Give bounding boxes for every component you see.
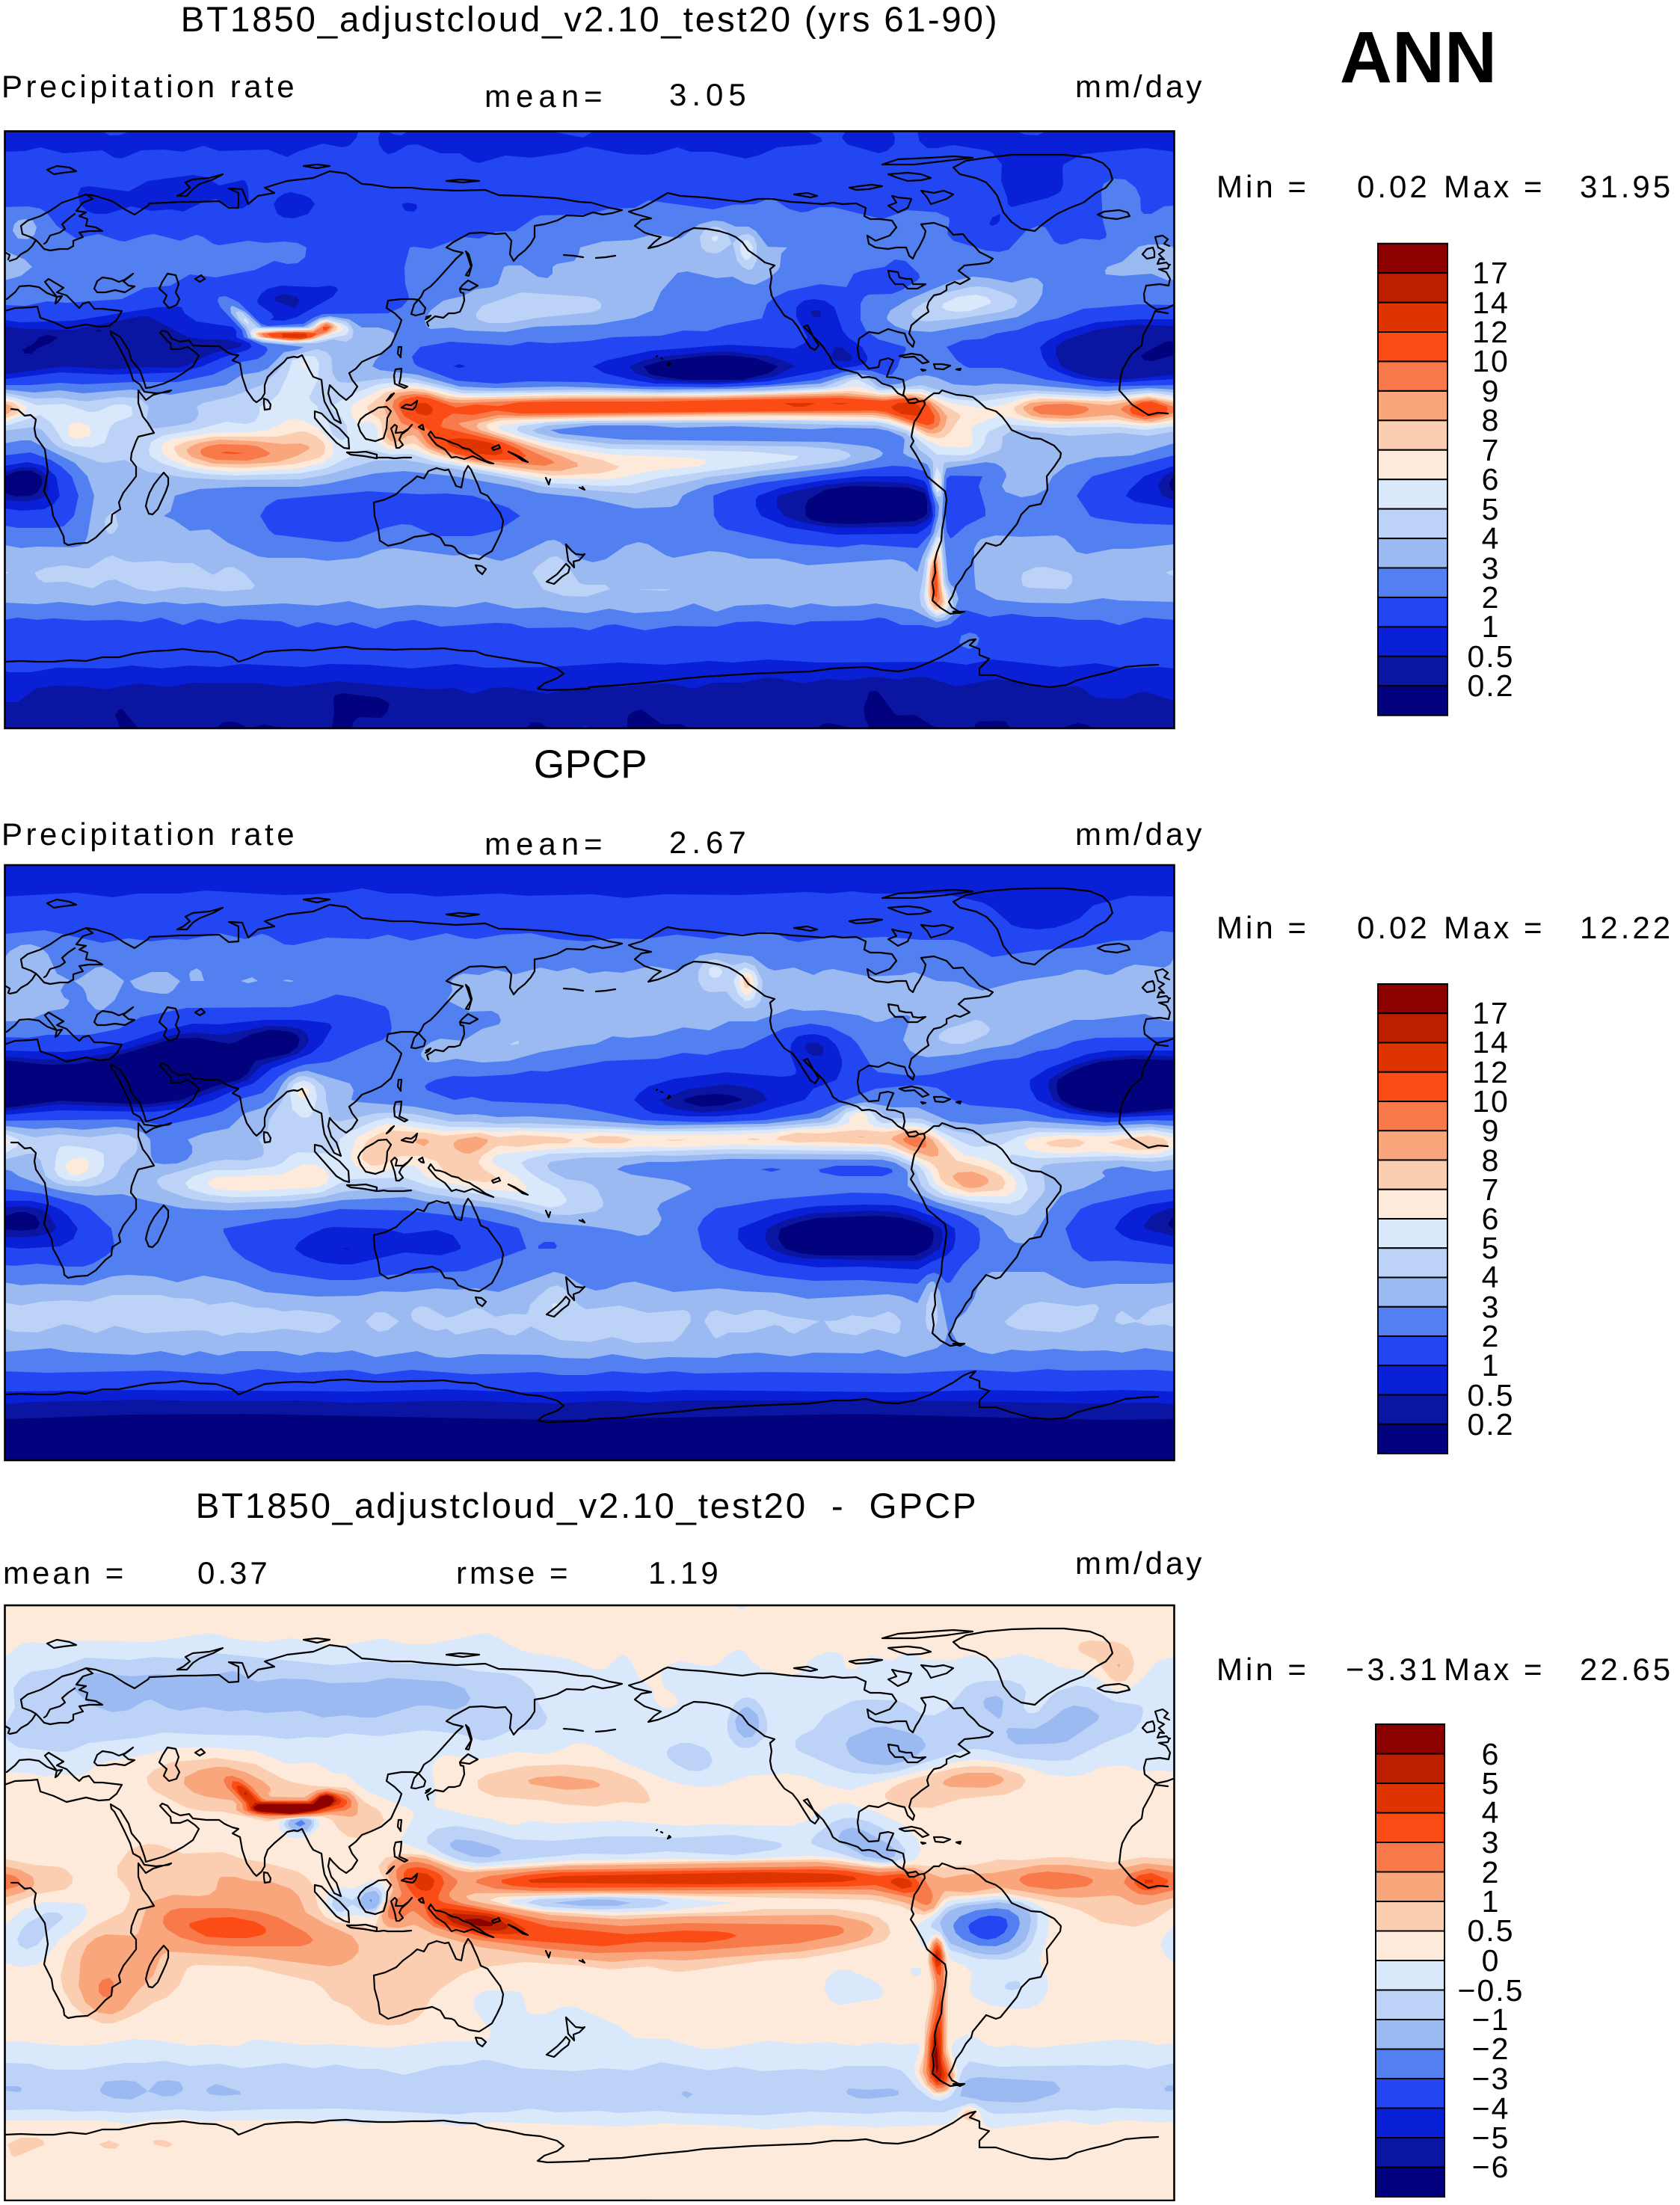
svg-text:mm/day: mm/day	[1075, 1546, 1204, 1581]
svg-text:2: 2	[1482, 1319, 1501, 1353]
svg-text:6: 6	[1482, 1202, 1501, 1236]
svg-text:3: 3	[1482, 551, 1501, 585]
svg-text:−2: −2	[1472, 2032, 1510, 2066]
svg-text:ANN: ANN	[1340, 16, 1497, 98]
svg-text:0.2: 0.2	[1468, 1407, 1515, 1442]
svg-text:1.19: 1.19	[648, 1555, 721, 1590]
svg-text:8: 8	[1482, 1143, 1501, 1178]
svg-text:12: 12	[1472, 315, 1510, 349]
svg-text:6: 6	[1482, 462, 1501, 496]
svg-text:9: 9	[1482, 374, 1501, 408]
svg-text:0.37: 0.37	[197, 1555, 271, 1590]
svg-text:0.5: 0.5	[1468, 639, 1515, 674]
svg-text:BT1850_adjustcloud_v2.10_test2: BT1850_adjustcloud_v2.10_test20 (yrs 61-…	[181, 0, 1000, 40]
svg-text:14: 14	[1472, 286, 1510, 320]
svg-text:4: 4	[1482, 1795, 1501, 1830]
svg-text:2: 2	[1482, 580, 1501, 615]
svg-text:14: 14	[1472, 1025, 1510, 1060]
svg-text:4: 4	[1482, 1260, 1501, 1294]
svg-text:−0.5: −0.5	[1458, 1973, 1524, 2008]
svg-text:rmse =: rmse =	[456, 1555, 571, 1590]
svg-text:mean=: mean=	[484, 826, 608, 861]
svg-text:mm/day: mm/day	[1075, 817, 1204, 852]
svg-text:12: 12	[1472, 1055, 1510, 1089]
svg-text:5: 5	[1482, 1766, 1501, 1800]
svg-text:Precipitation rate: Precipitation rate	[1, 817, 298, 852]
svg-text:−3.31: −3.31	[1346, 1652, 1440, 1687]
svg-text:7: 7	[1482, 1172, 1501, 1207]
svg-text:7: 7	[1482, 433, 1501, 467]
svg-text:Max =: Max =	[1444, 1652, 1545, 1687]
svg-text:Min =: Min =	[1216, 169, 1309, 204]
svg-text:17: 17	[1472, 996, 1510, 1030]
svg-text:−5: −5	[1472, 2121, 1510, 2155]
svg-text:Precipitation rate: Precipitation rate	[1, 69, 298, 104]
svg-text:3: 3	[1482, 1290, 1501, 1324]
svg-text:Min =: Min =	[1216, 910, 1309, 945]
svg-text:GPCP: GPCP	[534, 742, 647, 787]
svg-text:1: 1	[1482, 1884, 1501, 1919]
svg-text:4: 4	[1482, 521, 1501, 556]
svg-text:10: 10	[1472, 1084, 1510, 1119]
svg-text:12.22: 12.22	[1580, 910, 1673, 945]
svg-text:Max =: Max =	[1444, 910, 1545, 945]
svg-text:Max =: Max =	[1444, 169, 1545, 204]
svg-text:−4: −4	[1472, 2091, 1510, 2126]
svg-text:17: 17	[1472, 256, 1510, 290]
svg-text:BT1850_adjustcloud_v2.10_test2: BT1850_adjustcloud_v2.10_test20 - GPCP	[196, 1486, 979, 1526]
svg-text:1: 1	[1482, 1348, 1501, 1383]
svg-text:1: 1	[1482, 609, 1501, 644]
svg-text:10: 10	[1472, 344, 1510, 378]
svg-text:22.65: 22.65	[1580, 1652, 1673, 1687]
svg-text:0.2: 0.2	[1468, 668, 1515, 703]
svg-text:−6: −6	[1472, 2150, 1510, 2184]
svg-text:5: 5	[1482, 492, 1501, 526]
svg-text:mean =: mean =	[3, 1555, 126, 1590]
svg-text:mean=: mean=	[484, 79, 608, 114]
svg-text:3: 3	[1482, 1825, 1501, 1860]
svg-text:3.05: 3.05	[669, 77, 751, 112]
svg-text:2.67: 2.67	[669, 825, 751, 860]
svg-text:9: 9	[1482, 1113, 1501, 1148]
svg-text:0.5: 0.5	[1468, 1378, 1515, 1412]
svg-text:0: 0	[1482, 1943, 1501, 1978]
svg-text:mm/day: mm/day	[1075, 69, 1204, 104]
svg-text:Min =: Min =	[1216, 1652, 1309, 1687]
svg-text:6: 6	[1482, 1737, 1501, 1771]
svg-text:8: 8	[1482, 403, 1501, 437]
svg-text:0.02: 0.02	[1357, 910, 1430, 945]
svg-text:2: 2	[1482, 1855, 1501, 1889]
svg-text:−3: −3	[1472, 2061, 1510, 2096]
svg-text:0.02: 0.02	[1357, 169, 1430, 204]
svg-text:31.95: 31.95	[1580, 169, 1673, 204]
svg-text:5: 5	[1482, 1231, 1501, 1265]
svg-text:0.5: 0.5	[1468, 1913, 1515, 1948]
svg-text:−1: −1	[1472, 2002, 1510, 2037]
